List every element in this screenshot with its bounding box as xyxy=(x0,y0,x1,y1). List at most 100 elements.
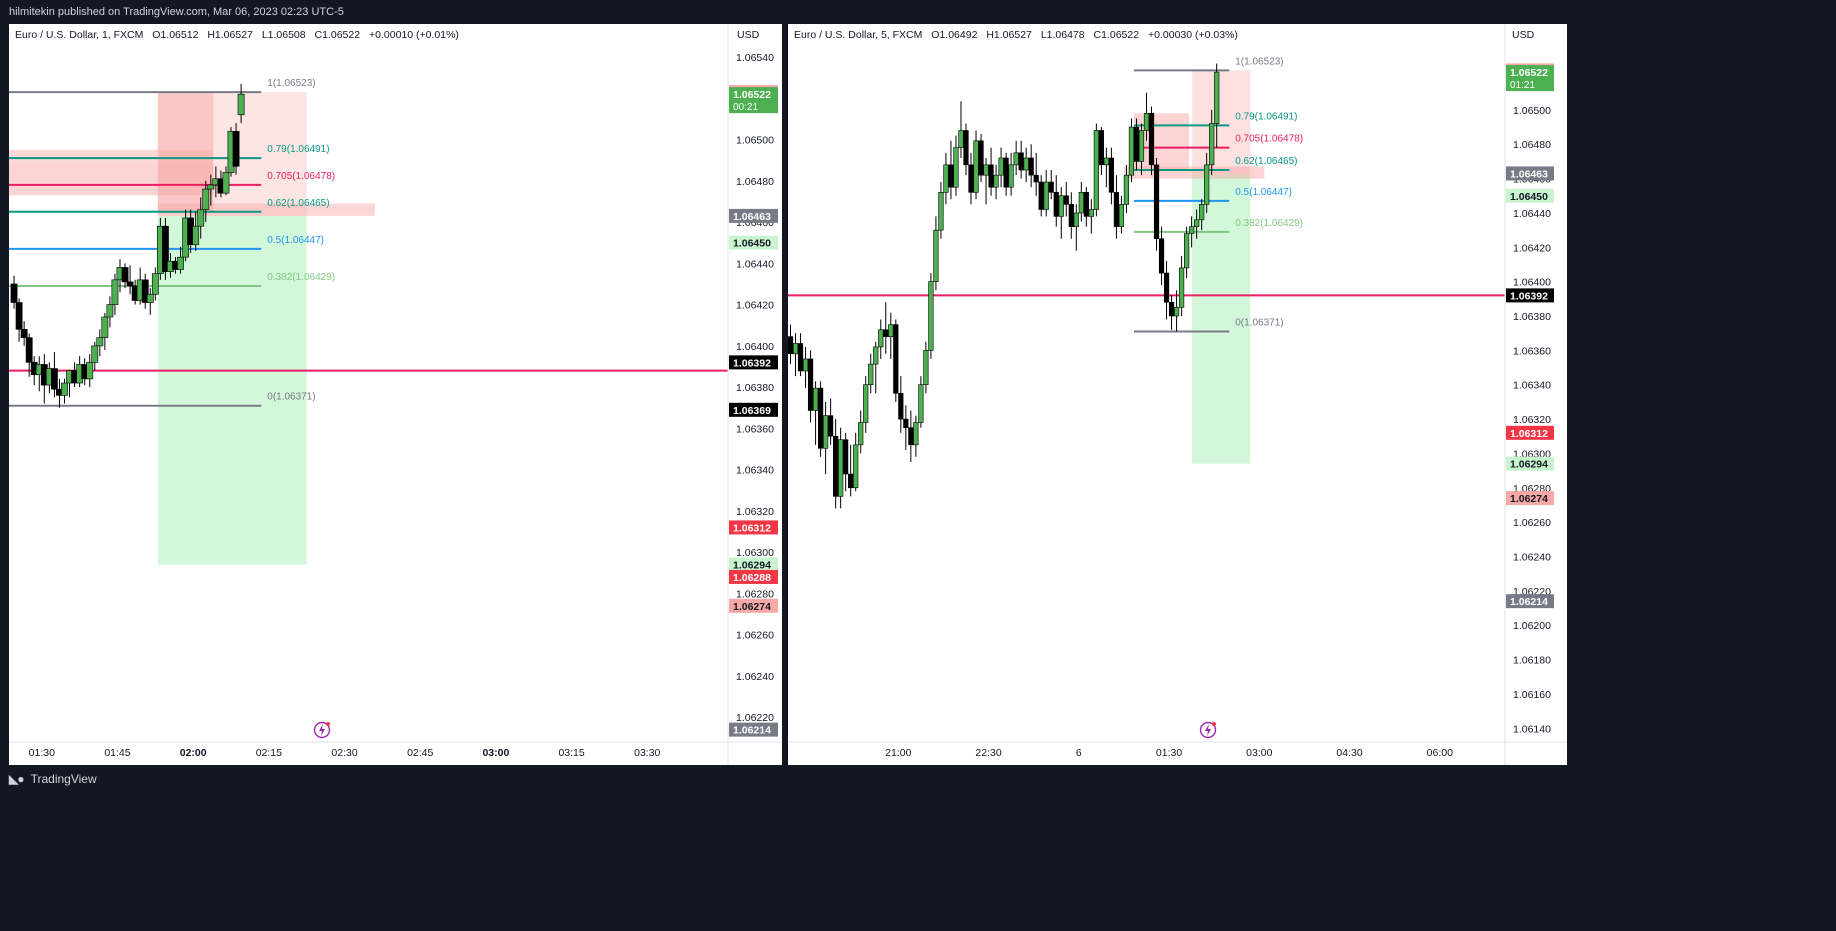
ohlc-change: +0.00030 (+0.03%) xyxy=(1148,29,1238,41)
price-tag-label: 1.06274 xyxy=(733,601,771,613)
candle-body xyxy=(843,439,849,475)
currency-label: USD xyxy=(737,29,760,41)
x-tick-label: 01:30 xyxy=(29,747,55,759)
price-tag-bg xyxy=(729,355,778,370)
candle xyxy=(1033,152,1039,196)
candle xyxy=(1023,147,1029,183)
candle-body xyxy=(162,225,169,272)
candle-body xyxy=(141,279,149,303)
price-tag-label: 1.06522 xyxy=(1510,67,1548,79)
candle-body xyxy=(207,184,215,190)
candle xyxy=(202,180,210,223)
candle xyxy=(938,182,944,239)
candle xyxy=(963,123,969,176)
candle-body xyxy=(1018,152,1024,171)
candle-body xyxy=(833,435,839,497)
price-tag-bg xyxy=(1506,188,1554,203)
lightning-icon-bolt xyxy=(319,724,325,736)
candle xyxy=(1153,157,1160,251)
candle-body xyxy=(1158,238,1165,274)
y-tick-label: 1.06260 xyxy=(1513,517,1551,529)
tradingview-brand[interactable]: ◣● TradingView xyxy=(9,766,97,793)
candle xyxy=(823,401,829,475)
price-tag-label: 1.06392 xyxy=(733,357,771,369)
candle xyxy=(222,166,230,196)
candle xyxy=(121,263,129,289)
y-tick-label: 1.06300 xyxy=(736,547,774,559)
y-tick-label: 1.06240 xyxy=(736,671,774,683)
y-tick-label: 1.06360 xyxy=(1513,345,1551,357)
chart-canvas: 1(1.06523) 0.79(1.06491) 0.705(1.06478) 0.6… xyxy=(788,24,1567,765)
candle-body xyxy=(1043,181,1049,210)
candle-body xyxy=(1108,157,1115,193)
candle-body xyxy=(1068,204,1074,227)
candle xyxy=(1173,290,1180,332)
candle-body xyxy=(91,345,99,363)
y-tick-label: 1.06340 xyxy=(1513,380,1551,392)
x-tick-label: 22:30 xyxy=(975,747,1001,759)
footer: ◣● TradingView xyxy=(0,766,1568,795)
price-tag: 1.06369 xyxy=(729,402,778,417)
candle xyxy=(10,275,18,309)
price-tag-label: 1.06288 xyxy=(733,572,771,584)
countdown-label: 01:21 xyxy=(1510,80,1535,91)
fib-level-label: 0.705(1.06478) xyxy=(267,171,335,182)
candle xyxy=(1053,175,1059,227)
candle-body xyxy=(1178,267,1185,308)
candle xyxy=(1003,152,1009,196)
candle xyxy=(858,410,864,454)
y-tick-label: 1.06320 xyxy=(736,506,774,518)
chart-panel-5m[interactable]: 1(1.06523) 0.79(1.06491) 0.705(1.06478) 0.6… xyxy=(788,24,1567,765)
fib-level-label: 0.382(1.06429) xyxy=(1235,218,1303,229)
fib-level-label: 0.5(1.06447) xyxy=(1235,187,1292,198)
y-tick-label: 1.06420 xyxy=(1513,242,1551,254)
price-tag: 1.06214 xyxy=(729,722,778,737)
candle-body xyxy=(863,384,869,423)
y-tick-label: 1.06180 xyxy=(1513,655,1551,667)
candle-body xyxy=(192,225,200,246)
candle xyxy=(96,329,104,357)
publish-header: hilmitekin published on TradingView.com,… xyxy=(0,0,1568,24)
candle-body xyxy=(51,368,58,390)
candle-body xyxy=(151,273,159,295)
candle xyxy=(1088,199,1094,234)
candle-body xyxy=(928,281,934,351)
candle-body xyxy=(1078,192,1084,214)
chart-panel-1m[interactable]: 1(1.06523) 0.79(1.06491) 0.705(1.06478) 0.6… xyxy=(9,24,782,765)
candle xyxy=(893,319,899,402)
candle xyxy=(953,135,959,196)
candle xyxy=(1204,152,1210,213)
candle xyxy=(232,123,240,175)
candle-body xyxy=(958,130,964,148)
candle xyxy=(812,381,819,445)
y-tick-label: 1.06200 xyxy=(1513,620,1551,632)
candle-body xyxy=(1028,157,1034,176)
x-tick-label: 02:15 xyxy=(256,747,282,759)
candle xyxy=(943,152,949,205)
candle xyxy=(978,133,984,183)
candle-body xyxy=(918,384,924,423)
candle xyxy=(207,174,215,206)
candle-body xyxy=(1123,174,1130,205)
candle xyxy=(1118,195,1125,234)
candle-body xyxy=(998,157,1004,176)
price-tag-label: 1.06450 xyxy=(1510,191,1548,203)
candle xyxy=(25,333,33,377)
lightning-icon-dot xyxy=(326,722,330,726)
ohlc-close: C1.06522 xyxy=(1093,29,1140,41)
lightning-icon xyxy=(313,721,331,739)
candle xyxy=(101,312,109,350)
symbol-name: Euro / U.S. Dollar, 1, FXCM xyxy=(15,29,144,41)
price-tag: 1.06450 xyxy=(729,235,778,250)
candle-body xyxy=(1173,307,1180,317)
candle-body xyxy=(121,267,129,283)
x-tick-label: 01:30 xyxy=(1156,747,1182,759)
price-tag-bg xyxy=(1506,456,1554,471)
candle xyxy=(1013,140,1019,176)
ohlc-low: L1.06478 xyxy=(1040,29,1085,41)
symbol-name: Euro / U.S. Dollar, 5, FXCM xyxy=(794,29,923,41)
candle xyxy=(878,319,884,359)
candle xyxy=(797,333,804,377)
